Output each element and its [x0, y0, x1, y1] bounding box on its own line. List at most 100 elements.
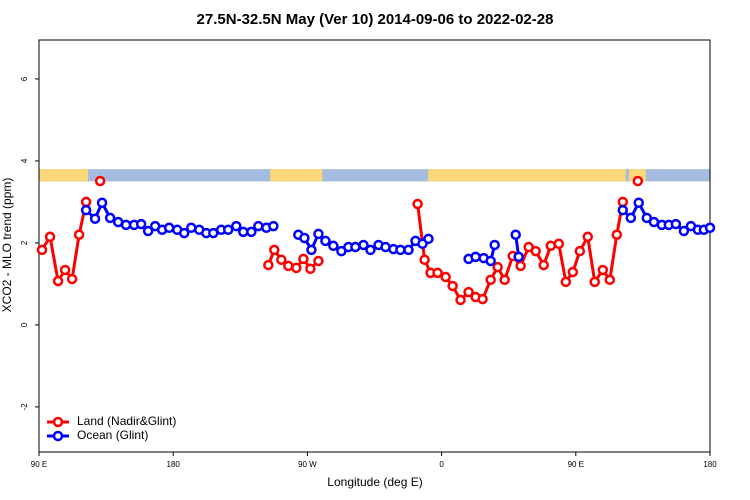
x-tick-label: 90 E	[568, 460, 584, 469]
point	[485, 274, 496, 286]
point	[306, 244, 317, 256]
point	[412, 198, 423, 210]
legend-marker	[52, 416, 64, 428]
point	[94, 175, 106, 187]
point	[513, 251, 524, 263]
point	[625, 212, 637, 224]
point	[419, 254, 430, 265]
point	[246, 226, 257, 238]
point	[560, 276, 572, 288]
point	[305, 263, 316, 275]
point	[350, 241, 361, 253]
point	[423, 233, 434, 245]
point	[492, 261, 503, 273]
point	[499, 274, 510, 286]
point	[238, 226, 249, 238]
point	[447, 280, 458, 292]
x-tick-label: 90 E	[31, 460, 47, 469]
point	[395, 244, 406, 256]
point	[463, 286, 474, 298]
point	[89, 213, 101, 224]
point	[611, 229, 623, 240]
point	[222, 224, 234, 236]
point	[276, 254, 287, 265]
land-band	[39, 169, 89, 182]
point	[231, 220, 242, 232]
point	[299, 232, 310, 244]
x-tick-label: 180	[167, 460, 181, 469]
y-tick-label: 0	[20, 322, 29, 327]
point	[313, 228, 324, 240]
point	[313, 255, 324, 267]
point	[263, 259, 274, 271]
point	[59, 264, 71, 276]
point	[283, 260, 294, 272]
point	[104, 212, 116, 224]
point	[80, 196, 92, 208]
point	[185, 222, 197, 234]
point	[604, 274, 616, 286]
point	[253, 220, 264, 232]
point	[291, 262, 302, 274]
point	[510, 229, 521, 240]
point	[52, 275, 64, 287]
y-axis-label: XCO2 - MLO trend (ppm)	[0, 178, 14, 313]
point	[365, 244, 376, 256]
point	[163, 222, 175, 234]
point	[328, 240, 339, 252]
point	[120, 219, 132, 231]
point	[73, 229, 85, 240]
point	[567, 266, 579, 278]
point	[142, 225, 154, 237]
point	[515, 260, 526, 272]
point	[268, 220, 279, 232]
point	[440, 271, 451, 283]
y-tick-label: 4	[20, 158, 29, 163]
point	[489, 239, 500, 251]
point	[358, 239, 369, 251]
point	[44, 231, 56, 243]
series-line	[42, 181, 638, 300]
point	[80, 204, 92, 216]
point	[320, 235, 331, 247]
x-tick-label: 180	[703, 460, 717, 469]
point	[298, 253, 309, 265]
point	[704, 222, 716, 234]
legend-label: Land (Nadir&Glint)	[77, 414, 176, 428]
point	[670, 218, 682, 230]
point	[455, 294, 466, 306]
point	[597, 264, 609, 276]
point	[432, 267, 443, 279]
point	[617, 196, 629, 208]
y-tick-label: 2	[20, 240, 29, 245]
point	[632, 175, 644, 187]
point	[574, 245, 586, 257]
point	[538, 259, 549, 271]
point	[470, 251, 481, 263]
point	[269, 244, 280, 256]
x-tick-label: 0	[439, 460, 444, 469]
point	[96, 197, 108, 209]
point	[530, 245, 541, 257]
point	[617, 204, 629, 216]
point	[678, 225, 690, 237]
point	[485, 255, 496, 267]
legend-marker	[52, 430, 64, 442]
point	[66, 273, 78, 285]
point	[633, 197, 644, 209]
point	[403, 244, 414, 256]
point	[477, 293, 488, 305]
point	[178, 227, 190, 239]
point	[589, 276, 600, 288]
point	[553, 238, 565, 249]
legend-label: Ocean (Glint)	[77, 428, 148, 442]
y-tick-label: 6	[20, 76, 29, 81]
chart-title: 27.5N-32.5N May (Ver 10) 2014-09-06 to 2…	[197, 11, 554, 28]
point	[135, 218, 147, 230]
y-tick-label: -2	[20, 403, 29, 411]
point	[545, 240, 556, 252]
x-axis-label: Longitude (deg E)	[327, 475, 422, 489]
x-tick-label: 90 W	[298, 460, 317, 469]
point	[582, 231, 593, 243]
